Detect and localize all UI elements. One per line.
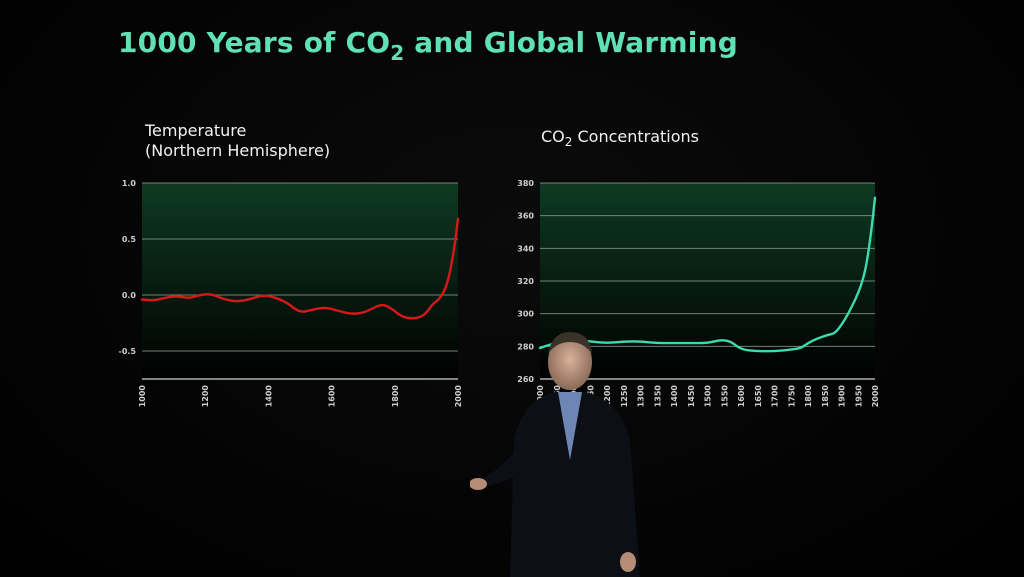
co2-x-tick-label: 1900 <box>838 385 847 408</box>
co2-x-tick-label: 1700 <box>771 385 780 408</box>
temperature-x-tick-label: 1400 <box>264 385 273 408</box>
co2-x-tick-label: 1250 <box>620 385 629 408</box>
co2-x-tick-label: 1800 <box>804 385 813 408</box>
co2-x-tick-label: 1950 <box>854 385 863 408</box>
co2-chart: 2602803003203403603801000105011001150120… <box>517 179 880 408</box>
co2-chart-title-subscript: 2 <box>564 135 573 149</box>
temperature-x-tick-label: 1200 <box>201 385 210 408</box>
co2-x-tick-label: 1600 <box>737 385 746 408</box>
temperature-chart: 1.0 0.5 0.0 -0.5 1000 1200 1400 1600 1800 2000 <box>119 179 464 408</box>
temperature-y-tick-label: -0.5 <box>119 347 137 356</box>
temperature-y-tick-label: 1.0 <box>122 179 137 188</box>
co2-x-tick-label: 1400 <box>670 385 679 408</box>
co2-x-tick-label: 1350 <box>653 385 662 408</box>
slide-title: 1000 Years of CO2 and Global Warming <box>118 26 738 65</box>
co2-chart-title-rest: Concentrations <box>572 127 700 146</box>
co2-y-tick-label: 380 <box>517 179 534 188</box>
co2-y-tick-label: 320 <box>517 277 534 286</box>
slide-title-rest: and Global Warming <box>404 26 738 59</box>
co2-y-tick-label: 280 <box>517 342 534 351</box>
co2-x-tick-label: 1300 <box>637 385 646 408</box>
temperature-chart-title-line2: (Northern Hemisphere) <box>145 141 331 160</box>
co2-y-tick-label: 360 <box>517 212 534 221</box>
co2-x-tick-label: 1650 <box>754 385 763 408</box>
co2-series-line <box>538 196 877 353</box>
temperature-x-tick-label: 1000 <box>138 385 147 408</box>
temperature-x-tick-label: 1600 <box>328 385 337 408</box>
presenter-silhouette <box>470 332 640 577</box>
co2-x-tick-label: 1000 <box>536 385 545 408</box>
temperature-chart-title-line1: Temperature <box>145 121 247 140</box>
temperature-series-line <box>140 217 460 320</box>
co2-chart-title-main: CO <box>541 127 565 146</box>
co2-x-tick-label: 1550 <box>720 385 729 408</box>
co2-x-tick-label: 1850 <box>821 385 830 408</box>
slide-title-subscript: 2 <box>390 41 405 65</box>
co2-x-tick-label: 1500 <box>704 385 713 408</box>
co2-chart-title: CO2 Concentrations <box>541 127 700 149</box>
temperature-plot-area <box>142 183 458 379</box>
co2-y-tick-label: 260 <box>517 375 534 384</box>
co2-x-tick-label: 1200 <box>603 385 612 408</box>
temperature-x-tick-label: 2000 <box>454 385 463 408</box>
temperature-x-tick-label: 1800 <box>391 385 400 408</box>
co2-x-tick-label: 1750 <box>787 385 796 408</box>
temperature-y-tick-label: 0.5 <box>122 235 137 244</box>
slide-title-main: 1000 Years of CO <box>118 26 391 59</box>
co2-y-tick-label: 300 <box>517 310 534 319</box>
temperature-chart-title: Temperature (Northern Hemisphere) <box>145 121 330 161</box>
co2-y-tick-label: 340 <box>517 244 534 253</box>
co2-x-tick-label: 2000 <box>871 385 880 408</box>
co2-x-tick-label: 1450 <box>687 385 696 408</box>
temperature-y-tick-label: 0.0 <box>122 291 137 300</box>
